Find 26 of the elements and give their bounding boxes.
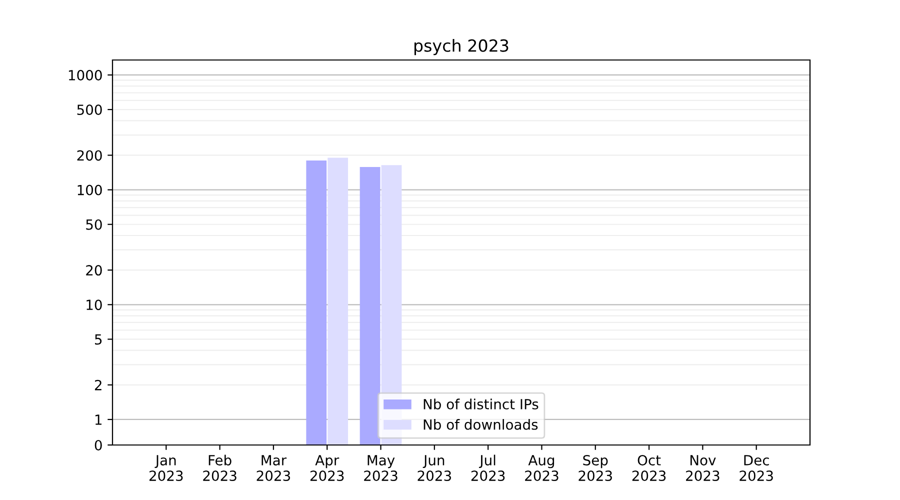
x-tick-label: Mar 2023 <box>256 455 290 482</box>
legend-label: Nb of downloads <box>424 419 538 430</box>
x-tick-label: Jul 2023 <box>471 454 505 482</box>
y-tick-label: 1 <box>95 414 102 425</box>
x-tick-label: Apr 2023 <box>310 455 344 482</box>
y-tick-label: 1000 <box>68 70 102 80</box>
legend-label: Nb of distinct IPs <box>424 398 538 410</box>
y-tick-label: 10 <box>86 300 102 310</box>
x-tick-label: Dec 2023 <box>740 455 773 482</box>
y-tick-label: 100 <box>78 184 102 196</box>
y-tick-label: 20 <box>86 265 102 276</box>
x-tick-label: Sep 2023 <box>578 454 612 482</box>
x-tick-label: Jun 2023 <box>418 455 451 482</box>
y-tick-label: 5 <box>95 334 102 345</box>
y-tick-label: 0 <box>94 440 102 450</box>
x-tick-label: Aug 2023 <box>525 455 558 482</box>
y-tick-label: 50 <box>86 219 102 230</box>
chart-title: psych 2023 <box>414 39 508 56</box>
x-tick-label: May 2023 <box>364 455 398 482</box>
x-tick-label: Nov 2023 <box>686 455 720 482</box>
x-tick-label: Jan 2023 <box>150 455 183 482</box>
y-tick-label: 200 <box>77 150 102 161</box>
x-tick-label: Feb 2023 <box>203 454 236 482</box>
x-tick-label: Oct 2023 <box>632 454 666 482</box>
y-tick-label: 2 <box>94 380 102 390</box>
y-tick-label: 500 <box>77 104 102 116</box>
